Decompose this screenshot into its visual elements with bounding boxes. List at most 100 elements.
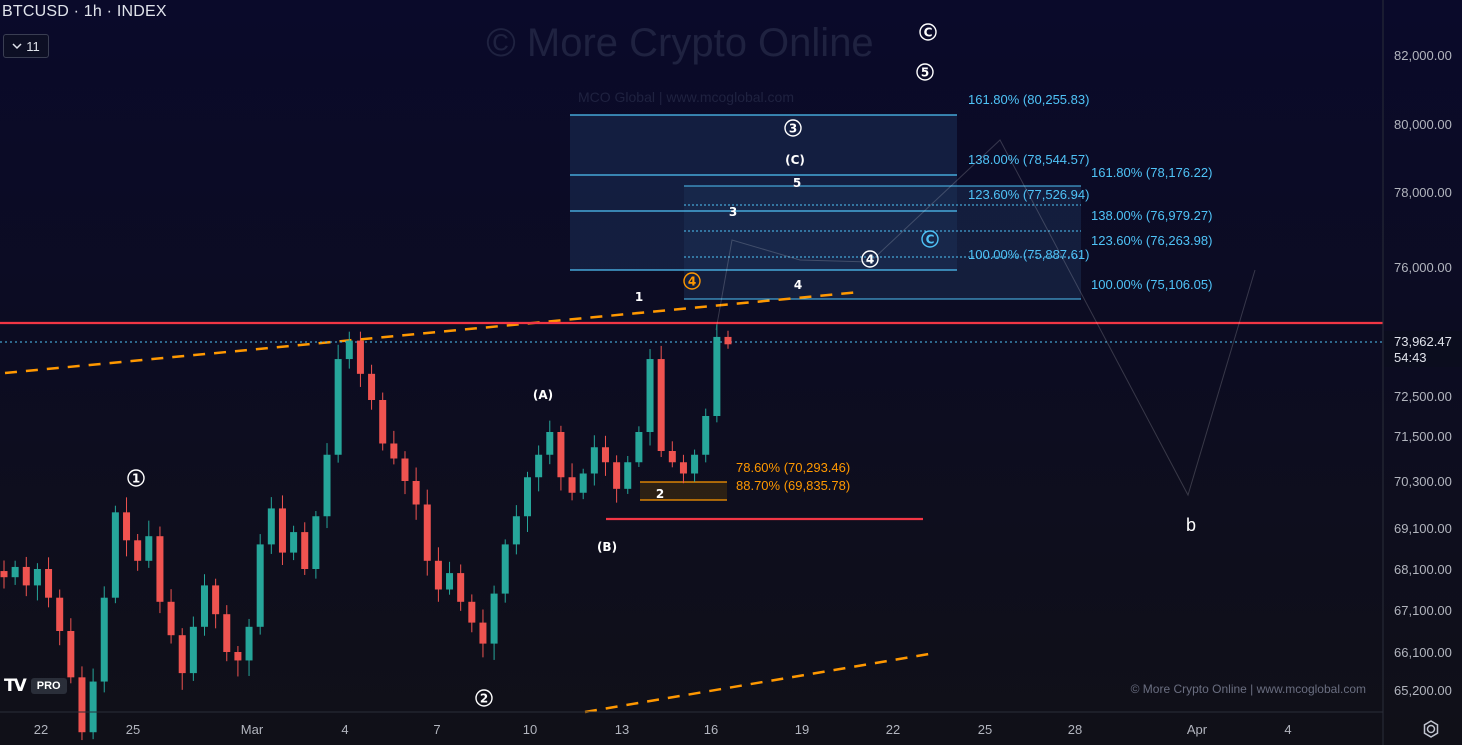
candle-body (479, 622, 487, 644)
fib-label-left-1: 138.00% (78,544.57) (968, 152, 1089, 167)
price-tick-label: 78,000.00 (1394, 185, 1452, 200)
candle-body (290, 532, 298, 553)
tradingview-logo[interactable]: TV PRO (4, 676, 92, 696)
candle-body (234, 652, 242, 661)
price-tick-label: 82,000.00 (1394, 48, 1452, 63)
candle-body (256, 544, 264, 627)
candle-body (323, 454, 331, 517)
price-tick-label: 80,000.00 (1394, 117, 1452, 132)
candle-body (45, 569, 53, 598)
candle-body (67, 631, 75, 678)
candle-body (123, 512, 131, 541)
time-tick-label: 25 (126, 722, 140, 737)
time-tick-label: 13 (615, 722, 629, 737)
time-tick-label: 22 (34, 722, 48, 737)
candle-body (33, 569, 41, 586)
candle-body (568, 477, 576, 493)
fib-label-left-0: 161.80% (80,255.83) (968, 92, 1089, 107)
current-price-box (1384, 331, 1462, 367)
candle-body (557, 432, 565, 478)
wave-label-circled-c-blue-ring (921, 230, 939, 248)
watermark-main: © More Crypto Online (486, 21, 873, 65)
candle-body (601, 447, 609, 463)
wave-label-circled-2: 2 (480, 692, 488, 706)
candle-body (401, 458, 409, 481)
candle-body (189, 626, 197, 674)
time-tick-label: Apr (1187, 722, 1208, 737)
wave-label-circled-3: 3 (789, 122, 797, 136)
countdown-label: 54:43 (1394, 350, 1427, 365)
time-tick-label: 25 (978, 722, 992, 737)
time-tick-label: Mar (241, 722, 264, 737)
candle-body (579, 473, 587, 493)
wave-label-circled-5: 5 (921, 66, 929, 80)
candle-body (524, 477, 532, 517)
retrace-zone (640, 482, 727, 500)
candle-body (278, 508, 286, 553)
wave-label-circled-1: 1 (132, 472, 140, 486)
watermark-sub: MCO Global | www.mcoglobal.com (578, 89, 794, 105)
fib-label-left-2: 123.60% (77,526.94) (968, 187, 1089, 202)
candle-body (345, 340, 353, 360)
price-tick-label: 66,100.00 (1394, 645, 1452, 660)
projection-path (715, 139, 1256, 497)
symbol-title[interactable]: BTCUSD · 1h · INDEX (2, 3, 167, 20)
retrace-label-0: 78.60% (70,293.46) (736, 460, 850, 475)
price-tick-label: 70,300.00 (1394, 474, 1452, 489)
fib-zone-right (684, 186, 1081, 299)
wave-label-6: 4 (794, 278, 802, 292)
chevron-down-icon (12, 43, 22, 50)
candle-body (100, 597, 108, 682)
candle-body (635, 432, 643, 463)
candle-body (691, 454, 699, 474)
price-tick-label: 65,200.00 (1394, 683, 1452, 698)
fib-label-left-3: 100.00% (75,887.61) (968, 247, 1089, 262)
wave-label-circled-c: C (924, 26, 933, 40)
candle-body (267, 508, 275, 545)
candle-body (200, 585, 208, 627)
price-tick-label: 67,100.00 (1394, 603, 1452, 618)
candle-body (457, 573, 465, 602)
candle-body (713, 336, 721, 416)
retrace-label-1: 88.70% (69,835.78) (736, 478, 850, 493)
candle-body (390, 443, 398, 459)
wave-label-2: (C) (785, 153, 805, 167)
upper-trendline (4, 290, 861, 375)
candle-body (501, 544, 509, 594)
candle-body (178, 635, 186, 674)
candle-body (89, 681, 97, 733)
candle-body (679, 462, 687, 474)
candle-body (368, 373, 376, 400)
candle-body (468, 601, 476, 623)
wave-label-circled-c-ring (919, 23, 937, 41)
pro-badge: PRO (30, 678, 67, 694)
fib-label-right-1: 138.00% (76,979.27) (1091, 208, 1212, 223)
current-price-label: 73,962.47 (1394, 334, 1452, 349)
fib-label-right-0: 161.80% (78,176.22) (1091, 165, 1212, 180)
candle-body (212, 585, 220, 615)
wave-label-circled-4: 4 (866, 253, 874, 267)
candle-body (312, 516, 320, 569)
candle-body (412, 481, 420, 505)
candle-body (156, 536, 164, 602)
fib-label-right-3: 100.00% (75,106.05) (1091, 277, 1212, 292)
candle-body (334, 359, 342, 455)
candle-body (512, 516, 520, 545)
wave-label-circled-1-ring (127, 469, 145, 487)
candle-body (423, 504, 431, 561)
candle-body (111, 512, 119, 598)
candle-body (56, 597, 64, 631)
wave-label-circled-5-ring (916, 63, 934, 81)
settings-gear-icon[interactable] (1420, 718, 1442, 740)
wave-label-circled-4-orange: 4 (688, 275, 696, 289)
time-tick-label: 28 (1068, 722, 1082, 737)
indicator-toggle-button[interactable]: 11 (3, 34, 49, 58)
wave-label-circled-4-ring (861, 250, 879, 268)
footer-watermark: © More Crypto Online | www.mcoglobal.com (1131, 682, 1366, 696)
candle-body (646, 359, 654, 432)
candle-body (379, 400, 387, 444)
candle-body (490, 593, 498, 644)
time-tick-label: 4 (1284, 722, 1291, 737)
